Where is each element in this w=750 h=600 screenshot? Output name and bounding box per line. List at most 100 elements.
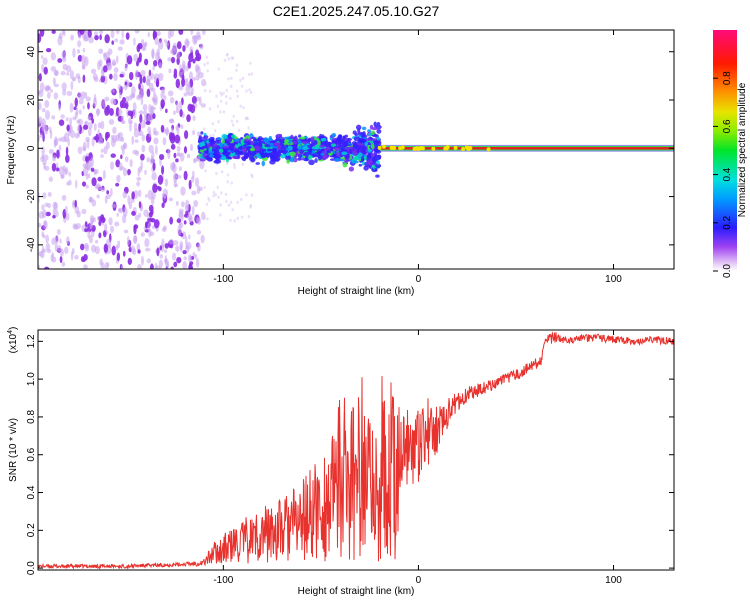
noise-blob [90,68,97,74]
noise-blob [51,162,57,172]
noise-blob [84,228,89,233]
noise-blob [50,52,56,61]
noise-blob [136,181,140,187]
multipath-blob [354,132,359,137]
multipath-blob [266,148,273,152]
noise-blob [136,44,141,53]
noise-blob [169,216,174,225]
noise-blob [147,189,153,200]
noise-blob [117,208,122,213]
snr-y-exponent-base: (x10 [8,333,19,353]
noise-blob [127,110,133,117]
noise-blob [102,169,106,180]
spectrogram-x-axis-label: Height of straight line (km) [298,286,415,297]
multipath-blob [287,138,292,144]
noise-blob [171,56,176,64]
noise-blob [192,129,196,136]
multipath-blob [363,165,369,171]
noise-blob [151,48,155,59]
noise-blob [176,41,182,50]
noise-blob [145,78,151,86]
noise-blob [85,156,88,162]
noise-blob [117,108,123,116]
noise-blob [62,56,67,63]
multipath-blob [299,149,305,154]
noise-blob [76,210,81,218]
noise-blob [74,132,80,139]
noise-blob [183,256,187,261]
noise-blob [184,130,189,140]
noise-blob [160,124,165,133]
noise-blob [138,110,144,115]
noise-blob [178,100,183,111]
noise-blob [109,187,113,197]
noise-blob [44,266,50,269]
noise-blob [131,85,136,96]
multipath-blob [289,151,296,157]
noise-blob [56,228,61,236]
noise-blob [112,126,117,135]
noise-blob [225,101,228,105]
noise-blob [99,34,102,41]
noise-blob [142,104,148,111]
noise-blob [75,73,81,80]
noise-blob [108,108,114,116]
noise-blob [63,132,70,143]
noise-blob [58,137,63,142]
noise-blob [173,68,178,76]
multipath-blob [373,121,377,128]
noise-blob [118,92,122,99]
noise-blob [185,40,190,46]
noise-blob [161,88,166,94]
noise-blob [214,193,217,197]
noise-blob [48,176,53,182]
noise-blob [122,250,126,257]
noise-blob [197,243,201,252]
y-tick-label: 0 [26,145,37,151]
noise-blob [127,257,133,265]
noise-blob [226,161,229,166]
noise-blob [131,210,136,216]
multipath-blob [301,146,308,151]
colorbar-tick-label: 0.4 [722,167,733,181]
multipath-blob [358,163,363,167]
noise-blob [237,128,241,133]
noise-blob [245,193,248,197]
noise-blob [41,108,46,113]
noise-blob [39,82,45,92]
multipath-blob [271,147,278,152]
noise-blob [236,216,239,220]
noise-blob [158,62,163,69]
multipath-blob [371,162,377,166]
noise-blob [124,81,128,86]
multipath-blob [290,156,295,163]
noise-blob [148,104,152,113]
noise-blob [65,146,69,156]
noise-blob [66,72,70,76]
multipath-blob [226,137,232,143]
noise-blob [112,61,117,66]
multipath-blob [239,151,244,156]
noise-blob [152,162,156,171]
multipath-blob [314,158,318,163]
multipath-blob [216,137,222,141]
noise-blob [77,40,82,48]
noise-blob [120,264,124,269]
noise-blob [81,208,87,215]
noise-blob [89,215,95,224]
noise-blob [192,58,196,64]
noise-blob [51,30,56,34]
noise-blob [223,58,227,62]
multipath-blob [356,142,363,146]
noise-blob [154,262,158,269]
noise-blob [128,71,134,81]
noise-blob [164,255,168,264]
noise-blob [121,96,127,103]
noise-blob [173,110,176,115]
multipath-blob [251,150,257,156]
noise-blob [65,65,72,73]
noise-blob [47,202,52,209]
noise-blob [61,194,67,201]
noise-blob [138,83,141,90]
noise-blob [137,264,142,269]
